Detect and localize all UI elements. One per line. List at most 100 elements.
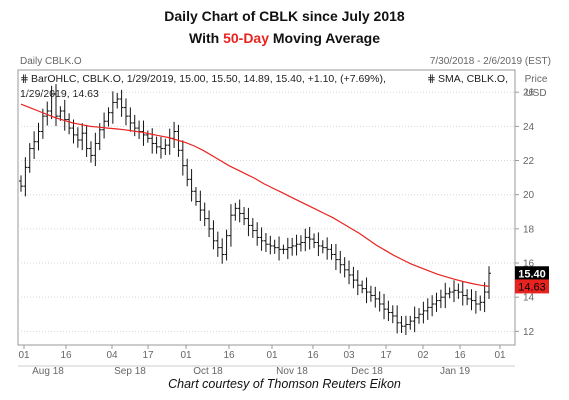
ohlc-bar [390, 305, 395, 324]
y-tick-label: 20 [523, 190, 535, 201]
last-sma-tag: 14.63 [515, 279, 549, 294]
ohlc-bar [364, 277, 369, 304]
ohlc-bar [294, 234, 299, 256]
ohlc-bar [163, 138, 168, 156]
legend-sma-marker: ⋕ [427, 73, 436, 85]
ohlc-bar [285, 237, 290, 260]
x-tick-label: 01 [266, 350, 278, 361]
ohlc-bar [342, 257, 347, 278]
ohlc-bar [355, 270, 360, 296]
ohlc-bar [115, 92, 120, 109]
x-tick-label: 16 [223, 350, 235, 361]
legend-ohlc-marker: ⋕ [20, 73, 29, 85]
ohlc-bar [469, 289, 474, 311]
ohlc-bar [460, 281, 465, 306]
ohlc-bar [158, 136, 163, 159]
ohlc-bar [224, 229, 229, 261]
x-tick-label: 17 [142, 350, 154, 361]
y-tick-label: 16 [523, 259, 535, 270]
ohlc-bar [338, 250, 343, 274]
ohlc-bar [473, 290, 478, 314]
ohlc-bar [434, 292, 439, 312]
ohlc-bar [325, 237, 330, 260]
ohlc-bar [58, 106, 63, 121]
x-month-label: Oct 18 [193, 366, 223, 377]
ohlc-bar [123, 98, 128, 126]
ohlc-bar [53, 84, 58, 126]
subtitle-prefix: With [188, 30, 224, 46]
ohlc-bar [259, 227, 264, 251]
ohlc-bar [320, 240, 325, 254]
ohlc-bar [487, 266, 491, 300]
ohlc-bar [277, 236, 282, 261]
ohlc-bar [145, 130, 150, 143]
ohlc-bar [220, 238, 225, 264]
ohlc-bar [438, 289, 443, 309]
last-price-tag: 15.40 [515, 266, 549, 281]
y-tick-label: 18 [523, 224, 535, 235]
ohlc-bar [84, 124, 89, 157]
ohlc-bar [154, 136, 159, 154]
x-tick-label: 01 [18, 350, 30, 361]
x-month-label: Dec 18 [351, 366, 383, 377]
ohlc-bar [272, 239, 277, 254]
ohlc-bar [215, 231, 220, 257]
ohlc-bar [329, 244, 334, 260]
legend-sma-name: SMA, CBLK.O, [438, 73, 508, 85]
ohlc-bar [316, 232, 321, 257]
legend-sma-value: 1/29/2019, 14.63 [20, 88, 99, 100]
ohlc-bar [180, 140, 185, 176]
axis-title-currency: USD [525, 88, 546, 99]
y-tick-label: 26 [523, 88, 535, 99]
ohlc-bar [67, 113, 72, 135]
ohlc-bar [88, 141, 93, 163]
last-price-value: 15.40 [518, 268, 546, 280]
ohlc-bar [417, 308, 422, 324]
ohlc-bar [198, 190, 203, 221]
x-tick-label: 01 [180, 350, 192, 361]
ohlc-bar [93, 132, 98, 167]
legend-ohlc-text: BarOHLC, CBLK.O, 1/29/2019, 15.00, 15.50… [31, 73, 386, 85]
ohlc-bar [333, 244, 338, 271]
ohlc-bars [19, 84, 491, 335]
ohlc-bar [242, 206, 247, 226]
ohlc-bar [403, 315, 408, 335]
ohlc-bar [250, 218, 255, 238]
ohlc-bar [425, 298, 430, 320]
ohlc-bar [19, 175, 23, 192]
last-sma-value: 14.63 [518, 281, 546, 293]
axis-title-price: Price [525, 74, 548, 85]
sma-line [20, 103, 490, 287]
ohlc-bar [80, 123, 85, 151]
y-tick-label: 22 [523, 156, 535, 167]
x-month-label: Aug 18 [32, 366, 64, 377]
ohlc-bar [185, 158, 190, 187]
ohlc-bar [211, 220, 216, 250]
ohlc-bar [27, 143, 32, 173]
ohlc-bar [478, 295, 483, 311]
x-tick-label: 16 [454, 350, 466, 361]
chart-title: Daily Chart of CBLK since July 2018 [164, 8, 405, 24]
ohlc-bar [150, 128, 155, 154]
ohlc-bar [281, 244, 286, 255]
ohlc-bar [268, 235, 273, 255]
ohlc-bar [110, 91, 115, 124]
ohlc-bar [132, 114, 137, 137]
ohlc-bar [351, 266, 356, 289]
ohlc-bar [102, 112, 107, 139]
ohlc-bar [23, 157, 28, 197]
x-tick-label: 03 [343, 350, 355, 361]
ohlc-bar [45, 101, 50, 126]
ohlc-bar [443, 282, 448, 309]
ohlc-bar [228, 204, 233, 247]
ohlc-bar [298, 235, 303, 252]
ohlc-bar [141, 120, 146, 146]
ohlc-bar [255, 222, 260, 246]
x-tick-label: 01 [494, 350, 506, 361]
y-tick-label: 24 [523, 122, 535, 133]
ohlc-bar [307, 226, 312, 250]
ohlc-bar [373, 286, 378, 308]
ohlc-bar [290, 237, 295, 256]
ohlc-bar [40, 108, 45, 139]
